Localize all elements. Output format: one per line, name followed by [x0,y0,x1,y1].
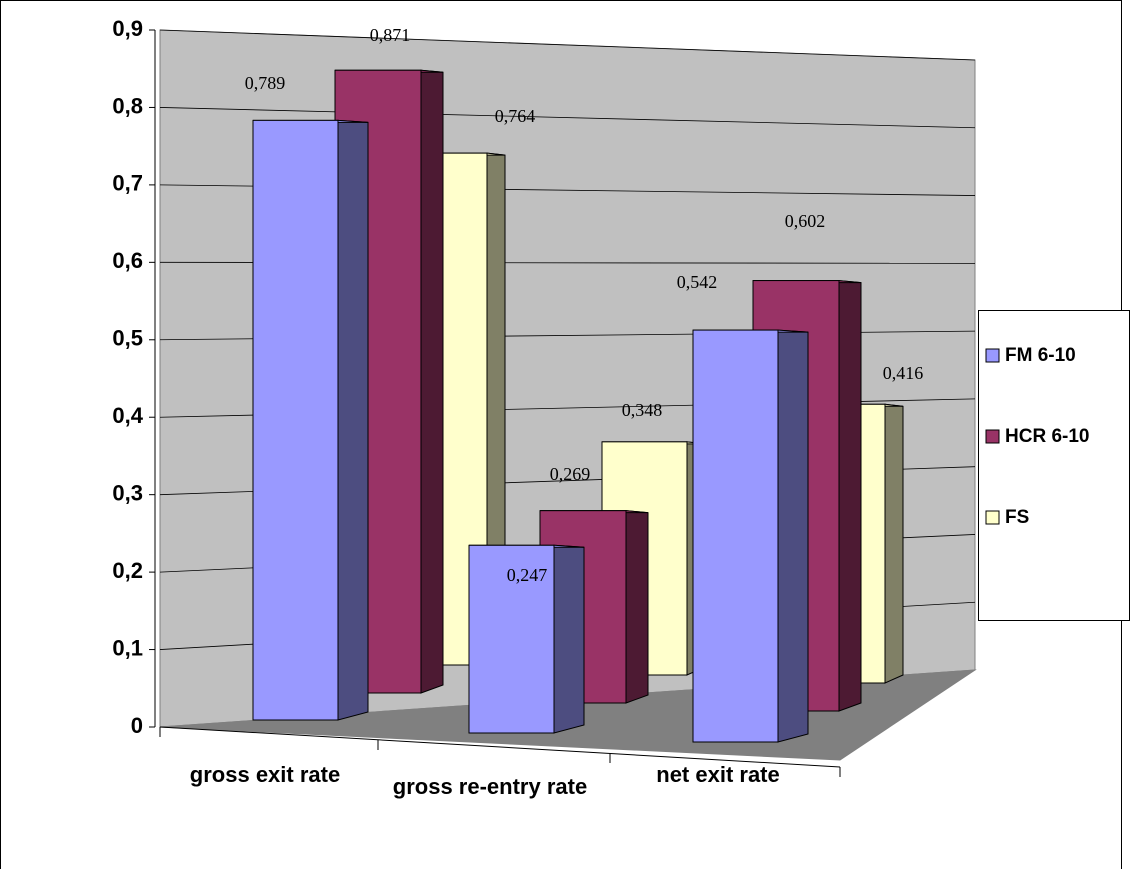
y-tick-label: 0,3 [112,480,143,505]
value-label: 0,348 [622,400,663,420]
legend-swatch [985,429,1000,444]
bar-side [838,280,862,712]
value-label: 0,764 [495,106,536,126]
y-tick-label: 0,6 [112,248,143,273]
legend-label: HCR 6-10 [1005,426,1089,447]
x-tick-label: gross exit rate [189,762,341,787]
bar [692,329,779,743]
legend [978,310,1130,621]
value-label: 0,269 [550,464,591,484]
grid-line [159,107,976,129]
bar-side [884,403,904,684]
value-label: 0,789 [245,73,286,93]
value-label: 0,247 [507,565,548,585]
y-tick-label: 0 [131,713,143,738]
x-tick-label: net exit rate [656,762,780,787]
grid-line [159,29,976,61]
legend-swatch [985,348,1000,363]
y-tick-label: 0,4 [112,403,143,428]
y-tick-label: 0,2 [112,558,143,583]
legend-swatch [985,510,1000,525]
bar-side [777,329,809,743]
value-label: 0,602 [785,211,826,231]
value-label: 0,416 [883,363,924,383]
y-tick-label: 0,8 [112,93,143,118]
y-tick-label: 0,7 [112,171,143,196]
legend-label: FS [1005,507,1029,528]
value-label: 0,542 [677,272,718,292]
bar-side [553,544,585,734]
bar-side [337,119,369,721]
value-label: 0,871 [370,25,411,45]
x-tick-label: gross re-entry rate [392,774,588,799]
bar [252,119,339,721]
bar-side [625,510,649,704]
bar-side [420,69,444,694]
legend-label: FM 6-10 [1005,345,1076,366]
y-tick-label: 0,5 [112,326,143,351]
y-tick-label: 0,9 [112,16,143,41]
x-axis [159,726,841,768]
y-tick-label: 0,1 [112,635,143,660]
bar [468,544,555,734]
